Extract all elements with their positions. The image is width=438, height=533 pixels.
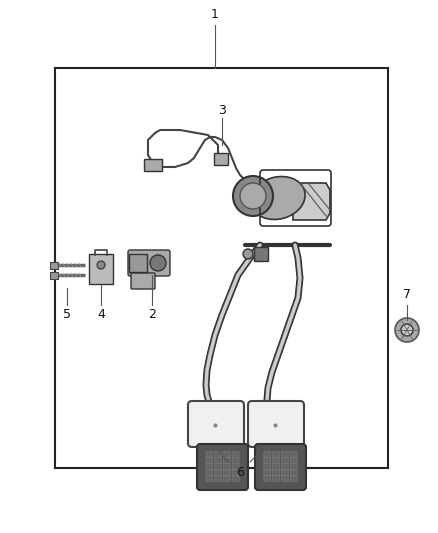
- FancyBboxPatch shape: [281, 457, 288, 464]
- FancyBboxPatch shape: [89, 254, 113, 284]
- FancyBboxPatch shape: [281, 464, 288, 470]
- FancyBboxPatch shape: [290, 451, 297, 457]
- Ellipse shape: [233, 176, 273, 216]
- FancyBboxPatch shape: [223, 470, 230, 475]
- Text: 4: 4: [97, 309, 105, 321]
- FancyBboxPatch shape: [281, 470, 288, 475]
- Ellipse shape: [240, 183, 266, 209]
- FancyBboxPatch shape: [254, 247, 268, 261]
- FancyBboxPatch shape: [272, 464, 279, 470]
- FancyBboxPatch shape: [290, 464, 297, 470]
- FancyBboxPatch shape: [290, 457, 297, 464]
- FancyBboxPatch shape: [144, 159, 162, 171]
- FancyBboxPatch shape: [206, 451, 213, 457]
- FancyBboxPatch shape: [290, 470, 297, 475]
- FancyBboxPatch shape: [215, 470, 222, 475]
- FancyBboxPatch shape: [128, 250, 170, 276]
- FancyBboxPatch shape: [264, 475, 271, 481]
- Text: 2: 2: [148, 309, 156, 321]
- Circle shape: [243, 249, 253, 259]
- FancyBboxPatch shape: [264, 470, 271, 475]
- Circle shape: [150, 255, 166, 271]
- FancyBboxPatch shape: [197, 444, 248, 490]
- FancyBboxPatch shape: [281, 451, 288, 457]
- FancyBboxPatch shape: [206, 475, 213, 481]
- FancyBboxPatch shape: [215, 457, 222, 464]
- Polygon shape: [293, 183, 330, 220]
- FancyBboxPatch shape: [281, 475, 288, 481]
- Circle shape: [395, 318, 419, 342]
- FancyBboxPatch shape: [215, 464, 222, 470]
- FancyBboxPatch shape: [223, 464, 230, 470]
- FancyBboxPatch shape: [248, 401, 304, 447]
- FancyBboxPatch shape: [232, 464, 239, 470]
- FancyBboxPatch shape: [232, 475, 239, 481]
- Text: 3: 3: [218, 103, 226, 117]
- Text: 6: 6: [236, 465, 244, 479]
- Text: 5: 5: [63, 309, 71, 321]
- FancyBboxPatch shape: [232, 451, 239, 457]
- FancyBboxPatch shape: [188, 401, 244, 447]
- FancyBboxPatch shape: [272, 457, 279, 464]
- FancyBboxPatch shape: [223, 457, 230, 464]
- FancyBboxPatch shape: [272, 475, 279, 481]
- FancyBboxPatch shape: [290, 475, 297, 481]
- FancyBboxPatch shape: [215, 475, 222, 481]
- FancyBboxPatch shape: [272, 470, 279, 475]
- FancyBboxPatch shape: [232, 457, 239, 464]
- FancyBboxPatch shape: [206, 470, 213, 475]
- FancyBboxPatch shape: [131, 273, 155, 289]
- Ellipse shape: [251, 176, 305, 220]
- FancyBboxPatch shape: [215, 451, 222, 457]
- FancyBboxPatch shape: [264, 451, 271, 457]
- FancyBboxPatch shape: [255, 444, 306, 490]
- FancyBboxPatch shape: [214, 153, 228, 165]
- FancyBboxPatch shape: [206, 464, 213, 470]
- FancyBboxPatch shape: [223, 451, 230, 457]
- FancyBboxPatch shape: [49, 271, 57, 279]
- FancyBboxPatch shape: [223, 475, 230, 481]
- FancyBboxPatch shape: [272, 451, 279, 457]
- Circle shape: [401, 324, 413, 336]
- FancyBboxPatch shape: [264, 457, 271, 464]
- Bar: [55, 68, 388, 468]
- FancyBboxPatch shape: [206, 457, 213, 464]
- FancyBboxPatch shape: [264, 464, 271, 470]
- Circle shape: [97, 261, 105, 269]
- FancyBboxPatch shape: [232, 470, 239, 475]
- FancyBboxPatch shape: [49, 262, 57, 269]
- Text: 7: 7: [403, 288, 411, 302]
- Text: 1: 1: [211, 9, 219, 21]
- FancyBboxPatch shape: [129, 254, 147, 272]
